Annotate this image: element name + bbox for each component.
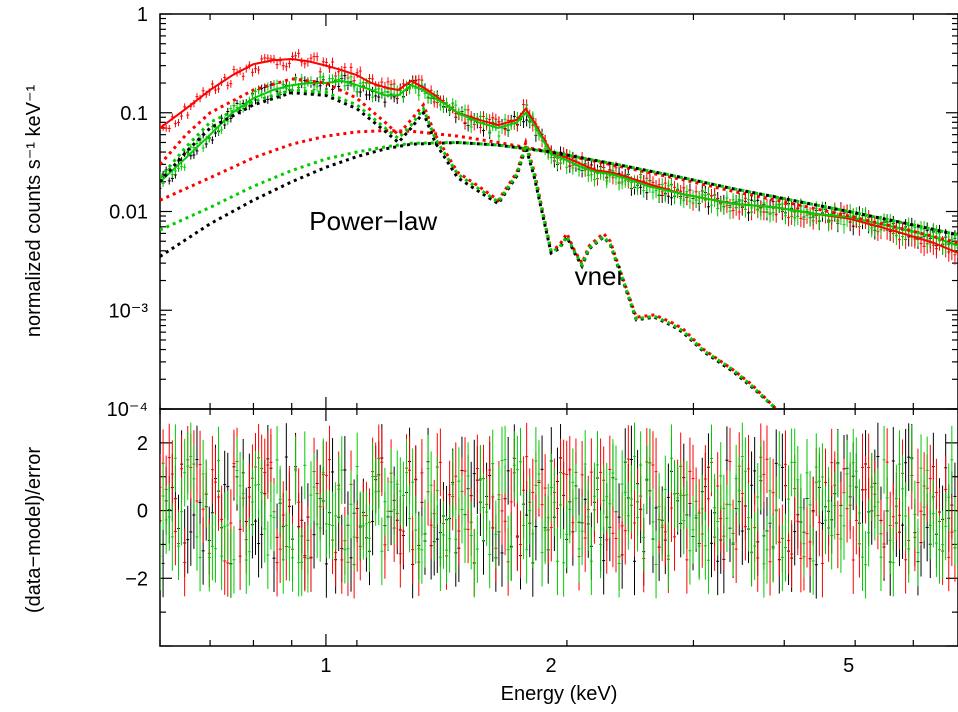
component-curve [160,129,958,245]
component-curve [160,77,778,408]
spectrum-y-axis-label: normalized counts s⁻¹ keV⁻¹ [23,85,45,338]
spectrum-panel-frame [159,13,958,410]
residual-points [160,422,958,599]
component-curve [160,140,958,258]
spectrum-series [160,49,958,408]
spectrum-tick-labels: 1 0.1 0.01 10⁻³ 10⁻⁴ [107,4,149,421]
y-tick-label: 0 [137,501,148,523]
annotation-label: Power−law [309,206,437,236]
y-tick-label: 0.01 [109,202,148,224]
x-tick-label: 1 [320,655,331,677]
y-tick-label: 2 [137,433,148,455]
spectrum-annotations: Power−law vnei [309,206,622,291]
annotation-label: vnei [575,261,623,291]
component-curve [160,88,778,408]
x-axis-label: Energy (keV) [501,683,618,705]
residual-y-axis-label: (data−model)/error [23,447,45,614]
y-tick-label: 0.1 [120,103,148,125]
y-tick-label: 10⁻³ [109,300,149,322]
x-tick-label: 2 [546,655,557,677]
y-tick-label: 1 [137,4,148,26]
y-tick-label: 10⁻⁴ [107,399,148,421]
component-curve [160,91,778,408]
residual-tick-labels: 2 0 −2 1 2 5 [125,433,854,677]
model-curve [160,79,958,247]
y-tick-label: −2 [125,568,148,590]
data-points [160,71,958,256]
x-tick-label: 5 [843,655,854,677]
spectrum-axis-ticks [159,13,958,410]
residual-series [160,422,958,599]
